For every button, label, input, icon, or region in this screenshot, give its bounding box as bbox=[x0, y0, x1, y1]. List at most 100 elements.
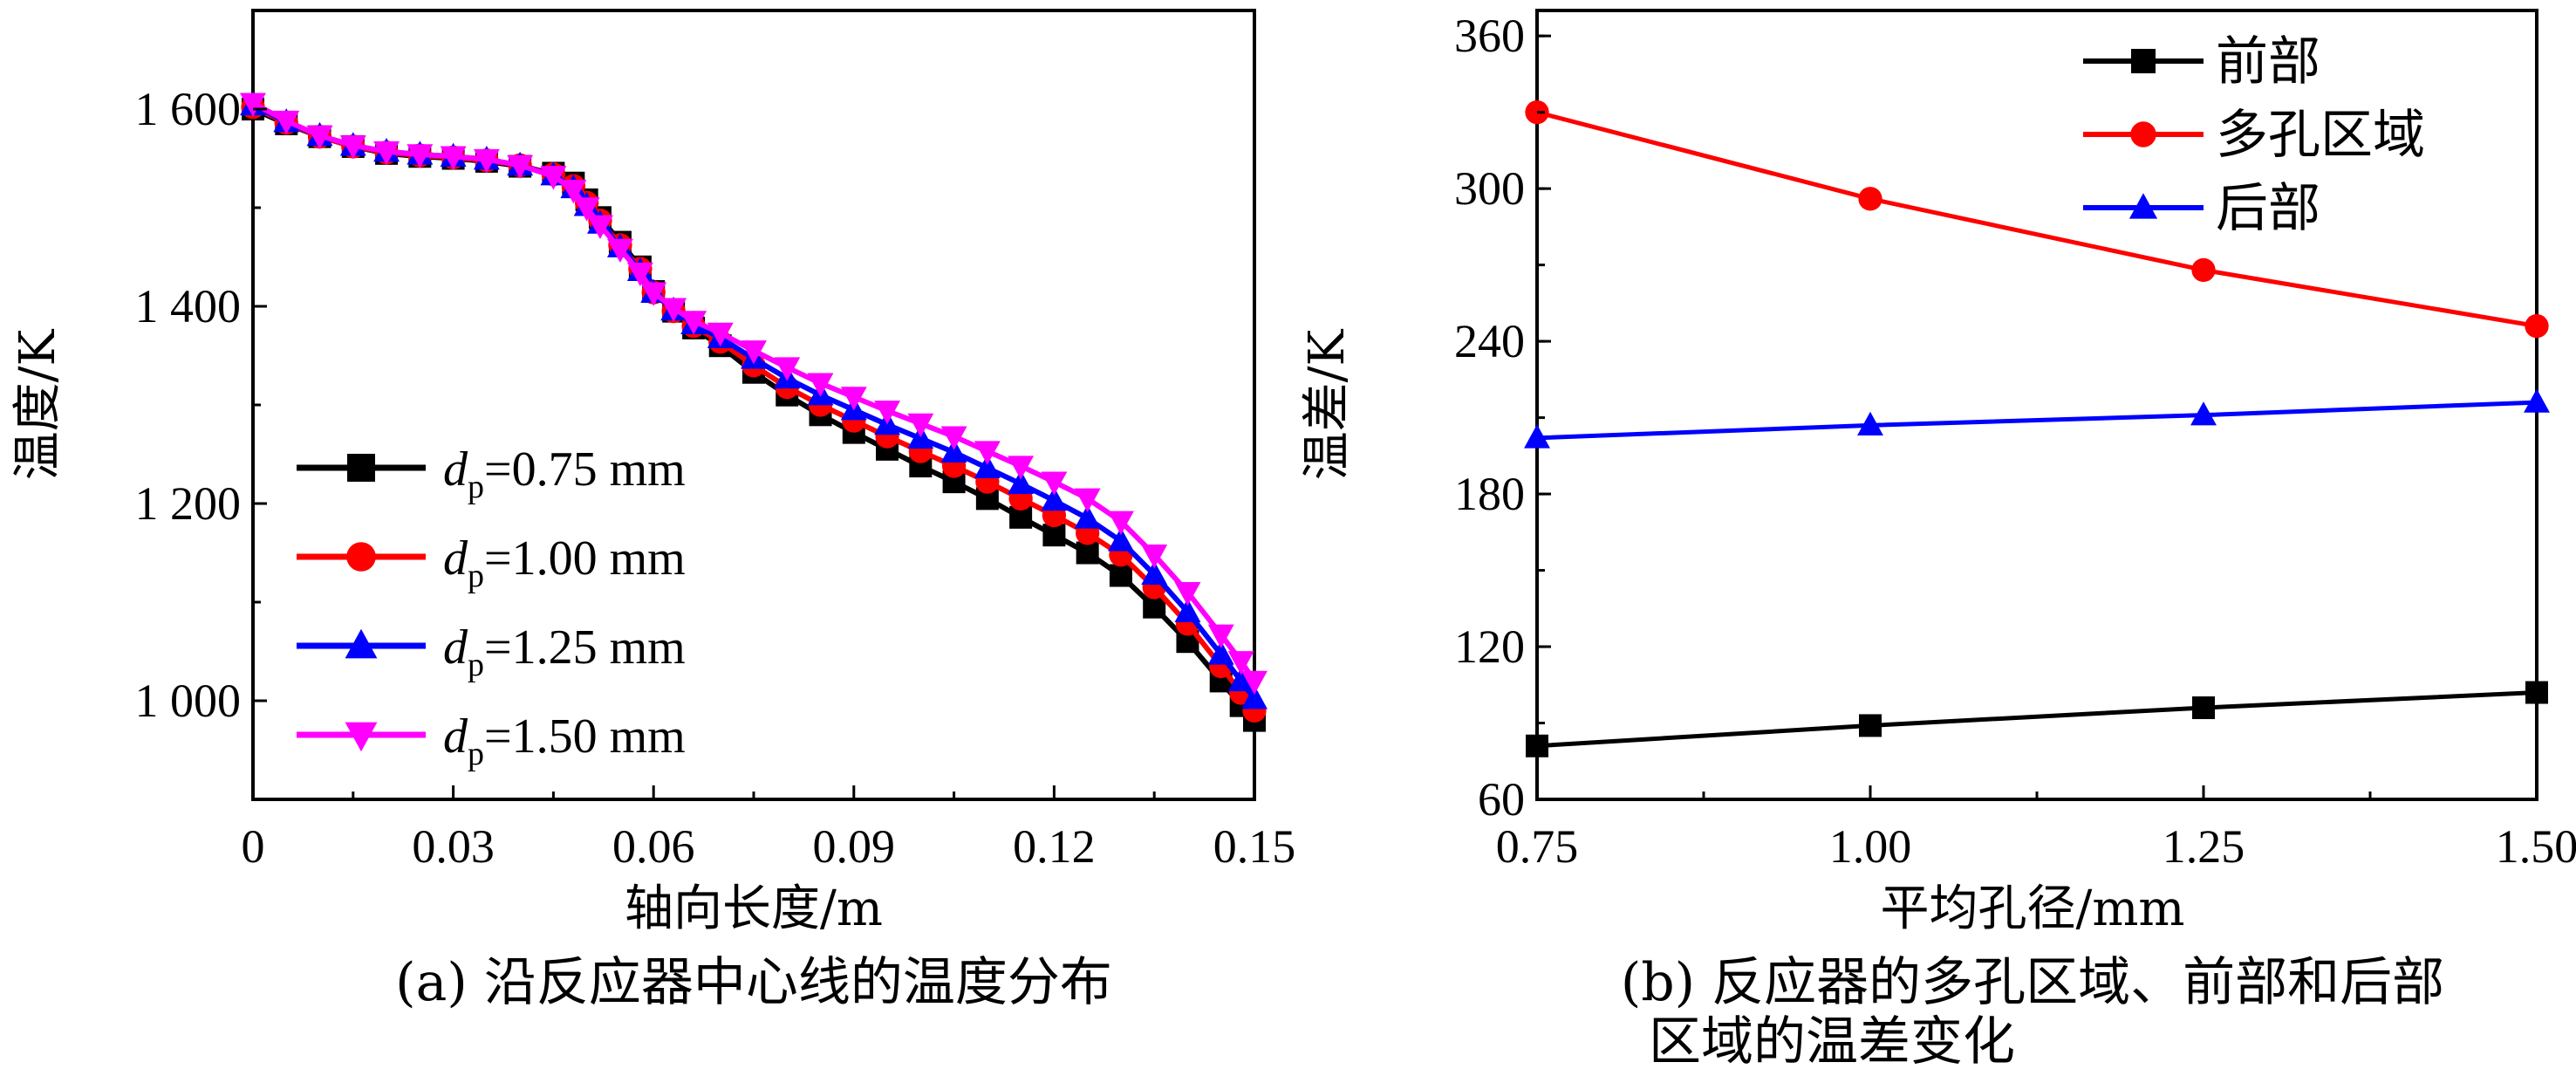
panel-a-x-tick-label: 0.03 bbox=[412, 820, 495, 873]
panel-b-chart: 0.75 1.00 1.25 1.50 60 120 180 240 300 360 前部多孔区域… bbox=[1299, 9, 2576, 1073]
panel-a-series-3-point bbox=[1107, 527, 1134, 552]
panel-b-series-3 bbox=[1524, 388, 2550, 449]
legend-label: dp=1.25 mm bbox=[443, 620, 686, 683]
panel-a-series-1-point bbox=[1143, 595, 1166, 619]
legend-label: dp=0.75 mm bbox=[443, 442, 686, 505]
legend-label: dp=1.50 mm bbox=[443, 709, 686, 772]
panel-a-series-1-point bbox=[1109, 564, 1132, 587]
panel-a-series-3-point bbox=[974, 454, 1001, 479]
panel-b-series-1-point bbox=[1859, 714, 1882, 737]
legend-marker bbox=[345, 628, 378, 659]
panel-a-series-4-point bbox=[1207, 624, 1234, 648]
panel-a-series-4-point bbox=[1008, 456, 1035, 480]
panel-a-series-3 bbox=[240, 91, 1268, 709]
panel-a-series-4-point bbox=[741, 340, 767, 365]
panel-a-legend-item-2: dp=1.00 mm bbox=[297, 531, 686, 594]
panel-a-series-1-point bbox=[1076, 541, 1099, 565]
panel-a-series-4-point bbox=[1074, 488, 1101, 512]
panel-a-y-axis-label: 温度/K bbox=[10, 328, 66, 480]
legend-marker bbox=[2130, 121, 2156, 147]
panel-a-series-1-point bbox=[1042, 524, 1066, 547]
panel-b-caption-line-1: (b) 反应器的多孔区域、前部和后部 bbox=[1621, 952, 2444, 1013]
panel-a-series-3-point bbox=[1008, 469, 1035, 495]
panel-a-series-4-line bbox=[251, 100, 1257, 683]
panel-b-y-axis-label: 温差/K bbox=[1299, 328, 1356, 480]
panel-b-series-1-line bbox=[1536, 690, 2538, 749]
panel-b-legend-item-2: 多孔区域 bbox=[2083, 105, 2425, 166]
panel-b-y-tick-label: 240 bbox=[1454, 315, 1525, 367]
panel-a-series-2-line bbox=[251, 105, 1257, 713]
panel-a-series-4-point bbox=[807, 373, 834, 397]
panel-b-series-3-point bbox=[1524, 424, 1550, 449]
panel-a-x-tick-label: 0.09 bbox=[813, 820, 896, 873]
panel-a-series-4-point bbox=[440, 146, 467, 170]
panel-a-plot-frame bbox=[251, 9, 1256, 801]
panel-a-series-4-point bbox=[606, 238, 633, 264]
panel-a-chart: 0 0.03 0.06 0.09 0.12 0.15 1 000 1 200 1 400 1 60… bbox=[10, 9, 1296, 1013]
panel-b-y-tick-label: 180 bbox=[1454, 468, 1525, 520]
panel-a-series-2 bbox=[241, 95, 1267, 723]
panel-b-x-tick-label: 0.75 bbox=[1496, 820, 1579, 873]
panel-a-series-4-point bbox=[540, 166, 567, 190]
legend-marker bbox=[347, 454, 375, 482]
panel-a-series-4-point bbox=[587, 215, 613, 239]
panel-b-series-1 bbox=[1526, 681, 2548, 757]
panel-a-series-4-point bbox=[640, 282, 667, 306]
panel-b-caption-line-2: 区域的温差变化 bbox=[1649, 1011, 2015, 1073]
panel-a-caption: (a) 沿反应器中心线的温度分布 bbox=[395, 952, 1112, 1013]
panel-a-series-4-point bbox=[907, 413, 934, 438]
panel-b-x-tick-label: 1.00 bbox=[1829, 820, 1912, 873]
panel-b-series-2-line bbox=[1536, 110, 2538, 329]
panel-a-series-4-point bbox=[660, 298, 687, 322]
panel-a-y-tick-label: 1 400 bbox=[135, 280, 242, 332]
panel-a-x-axis-label: 轴向长度/m bbox=[625, 881, 883, 937]
panel-a-x-tick-label: 0 bbox=[242, 820, 265, 873]
panel-a-x-tick-label: 0.12 bbox=[1013, 820, 1096, 873]
panel-a-series-4-point bbox=[840, 387, 867, 411]
legend-label: 前部 bbox=[2216, 31, 2320, 93]
panel-a-series-3-line bbox=[251, 102, 1257, 701]
panel-b-series-2-point bbox=[2191, 257, 2216, 283]
panel-b-series-1-point bbox=[2192, 696, 2215, 720]
panel-b-series-3-point bbox=[2524, 388, 2550, 413]
panel-b-y-tick-label: 300 bbox=[1454, 162, 1525, 215]
panel-a-series-4-point bbox=[273, 110, 300, 135]
panel-a-x-tick-label: 0.15 bbox=[1213, 820, 1296, 873]
panel-b-series-1-point bbox=[2525, 681, 2548, 704]
panel-a-series-4-point bbox=[680, 311, 707, 335]
panel-a-series-4-point bbox=[1141, 545, 1168, 569]
legend-label: 后部 bbox=[2216, 178, 2320, 239]
panel-b-x-tick-label: 1.25 bbox=[2163, 820, 2245, 873]
panel-a-series-1 bbox=[242, 98, 1266, 732]
panel-b-x-axis-label: 平均孔径/mm bbox=[1880, 881, 2184, 937]
panel-a-series-1-line bbox=[251, 106, 1257, 723]
panel-b-y-tick-label: 120 bbox=[1454, 620, 1525, 673]
panel-a-legend-item-4: dp=1.50 mm bbox=[297, 709, 686, 772]
panel-a-series-3-point bbox=[1141, 560, 1168, 586]
panel-a-y-tick-label: 1 000 bbox=[135, 675, 242, 727]
panel-a-series-3-point bbox=[1227, 667, 1254, 692]
panel-b-x-tick-label: 1.50 bbox=[2496, 820, 2576, 873]
panel-b-series-2-point bbox=[1858, 187, 1882, 211]
panel-b-series-3-line bbox=[1536, 400, 2538, 441]
panel-b-y-tick-label: 360 bbox=[1454, 10, 1525, 62]
panel-a-series-4-point bbox=[974, 441, 1001, 465]
panel-a-series-4-point bbox=[1241, 670, 1268, 695]
panel-a-series-3-point bbox=[1041, 487, 1068, 511]
panel-a-series-3-point bbox=[1074, 504, 1101, 529]
panel-a-series-4-point bbox=[240, 93, 266, 117]
panel-a-legend-item-3: dp=1.25 mm bbox=[297, 620, 686, 683]
legend-marker bbox=[2131, 49, 2156, 73]
panel-b-series-3-point bbox=[2190, 401, 2217, 426]
panel-a-series-4-point bbox=[874, 401, 901, 425]
legend-label: 多孔区域 bbox=[2216, 105, 2425, 166]
panel-a-series-4-point bbox=[306, 125, 333, 150]
legend-marker bbox=[2128, 193, 2158, 219]
panel-a-series-4-point bbox=[940, 426, 967, 450]
legend-label: dp=1.00 mm bbox=[443, 531, 686, 594]
panel-b-series-3-point bbox=[1857, 411, 1883, 436]
panel-a-legend-item-1: dp=0.75 mm bbox=[297, 442, 686, 505]
panel-a-series-4-point bbox=[507, 154, 534, 180]
